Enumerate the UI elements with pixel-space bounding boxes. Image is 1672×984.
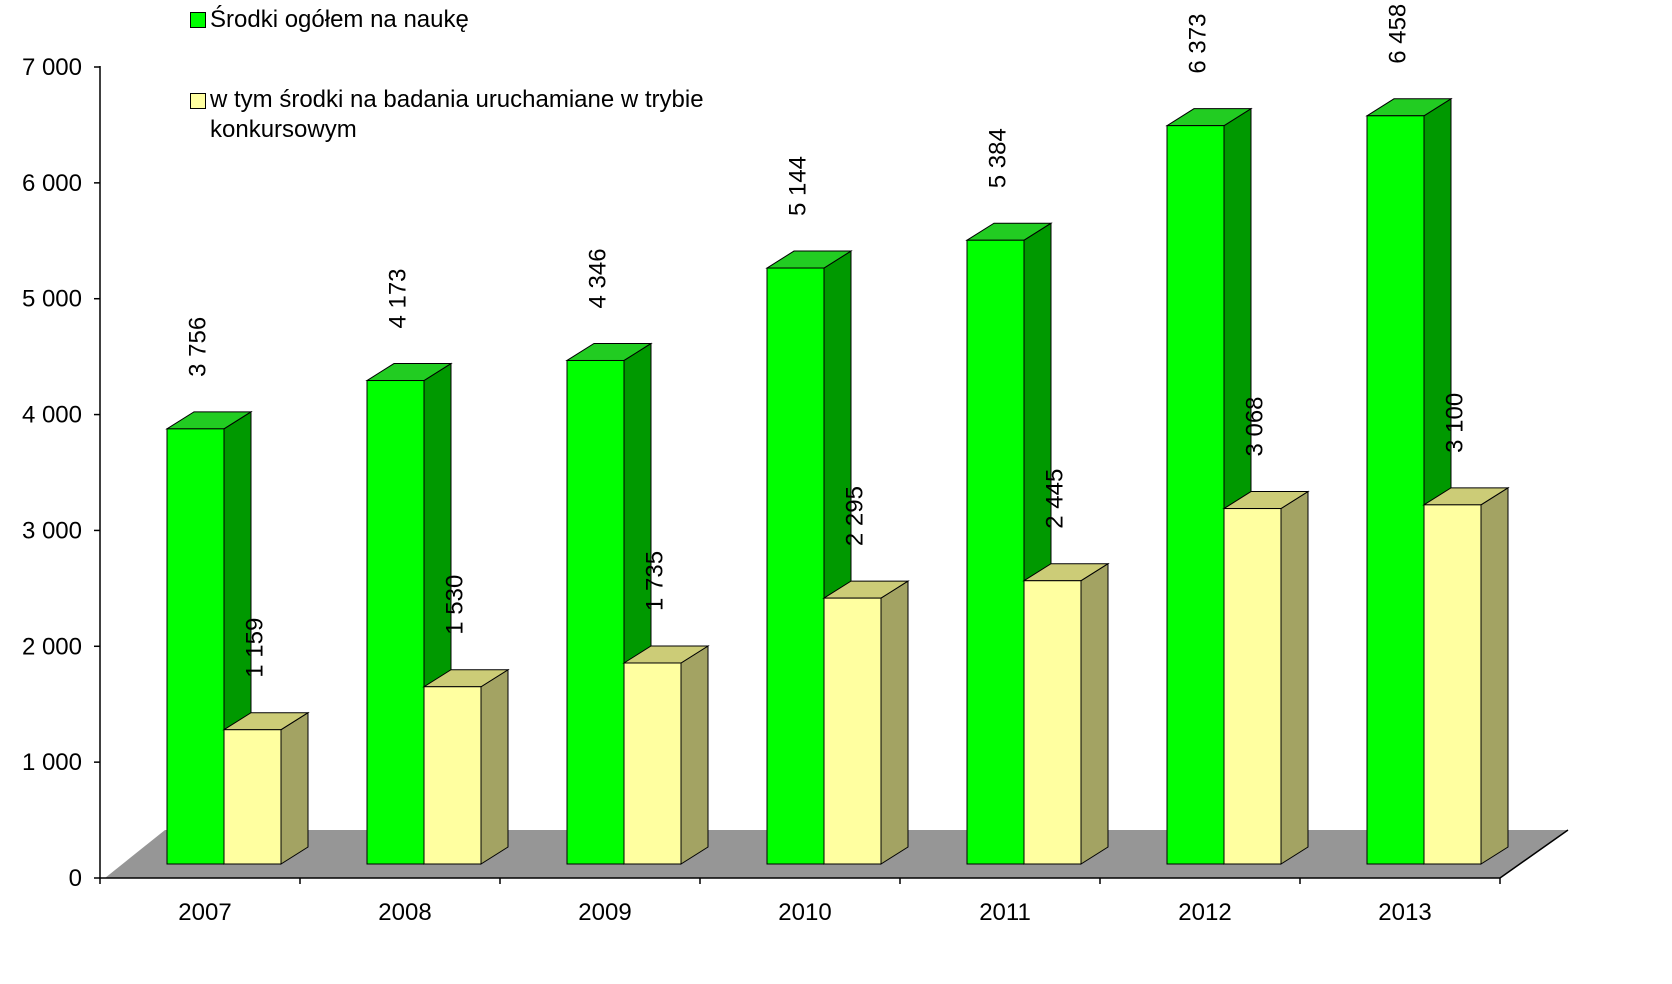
x-tick-label: 2012 [1178, 899, 1231, 926]
legend-label: w tym środki na badania uruchamiane w tr… [210, 86, 704, 143]
value-label: 5 384 [985, 128, 1012, 188]
value-label: 5 144 [785, 156, 812, 216]
x-tick-label: 2008 [378, 899, 431, 926]
value-label: 4 346 [585, 248, 612, 308]
bar [166, 428, 225, 865]
y-tick-label: 1 000 [22, 749, 82, 776]
x-tick-label: 2009 [578, 899, 631, 926]
x-tick-label: 2013 [1378, 899, 1431, 926]
y-tick-label: 4 000 [22, 402, 82, 429]
value-label: 6 458 [1385, 4, 1412, 64]
value-label: 2 295 [842, 486, 869, 546]
bar [223, 729, 282, 865]
legend-label: Środki ogółem na naukę [210, 6, 469, 33]
bar-side [280, 711, 309, 865]
bar [766, 267, 825, 865]
x-tick-label: 2011 [979, 899, 1031, 926]
bar-side [1280, 490, 1309, 865]
bar [566, 359, 625, 865]
y-tick-label: 6 000 [22, 170, 82, 197]
value-label: 1 530 [442, 575, 469, 635]
bar [1223, 508, 1282, 865]
bar-side [680, 645, 709, 865]
value-label: 1 159 [242, 618, 269, 678]
y-tick-label: 7 000 [22, 54, 82, 81]
bar [423, 686, 482, 865]
value-label: 4 173 [385, 268, 412, 328]
y-tick-label: 0 [69, 865, 82, 892]
value-label: 3 100 [1442, 393, 1469, 453]
x-tick-label: 2010 [778, 899, 831, 926]
bar-side [1080, 562, 1109, 865]
value-label: 2 445 [1042, 469, 1069, 529]
value-label: 3 068 [1242, 396, 1269, 456]
legend-swatch [190, 93, 206, 109]
bar [823, 597, 882, 865]
y-tick-label: 3 000 [22, 517, 82, 544]
bar [1166, 125, 1225, 865]
bar [1366, 115, 1425, 865]
bar [966, 239, 1025, 865]
x-tick-label: 2007 [178, 899, 231, 926]
bar-side [480, 668, 509, 865]
legend-swatch [190, 12, 206, 28]
y-tick-label: 2 000 [22, 633, 82, 660]
value-label: 1 735 [642, 551, 669, 611]
bar [1023, 580, 1082, 865]
bar [1423, 504, 1482, 865]
bar [366, 380, 425, 865]
bar-side [1480, 486, 1509, 865]
value-label: 6 373 [1185, 14, 1212, 74]
bar [623, 662, 682, 865]
bar-side [880, 580, 909, 865]
y-tick-label: 5 000 [22, 286, 82, 313]
value-label: 3 756 [185, 317, 212, 377]
